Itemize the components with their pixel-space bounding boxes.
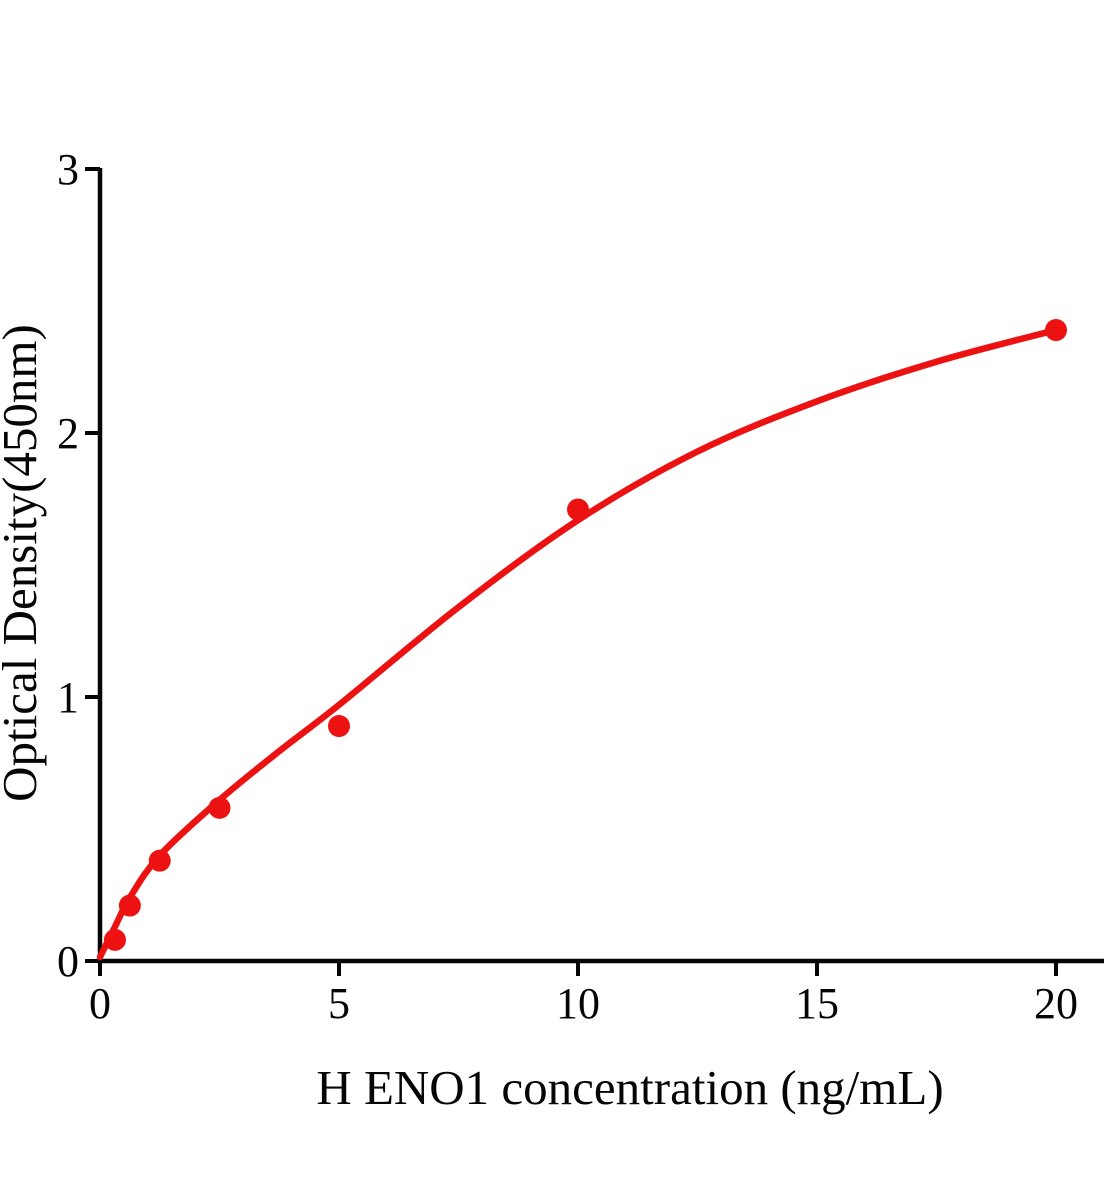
data-point xyxy=(148,849,171,872)
chart-plot-area: 0 5 10 15 20 0 1 2 3 xyxy=(57,145,1104,1028)
data-point xyxy=(118,894,141,917)
fit-curve-line xyxy=(96,326,1060,961)
x-axis-title: H ENO1 concentration (ng/mL) xyxy=(316,1060,943,1115)
y-tick-label: 2 xyxy=(57,409,79,458)
x-tick-label: 0 xyxy=(89,979,111,1028)
data-point xyxy=(1045,319,1067,342)
x-tick-label: 15 xyxy=(795,979,839,1028)
y-axis-title: Optical Density(450nm) xyxy=(0,324,47,802)
data-point xyxy=(103,928,126,951)
x-tick-label: 10 xyxy=(556,979,600,1028)
x-tick-label: 20 xyxy=(1034,979,1078,1028)
y-tick-label: 0 xyxy=(57,937,79,986)
data-point xyxy=(567,498,589,521)
data-point xyxy=(208,796,231,819)
y-tick-label: 3 xyxy=(57,145,79,194)
data-point xyxy=(328,715,350,738)
x-tick-label: 5 xyxy=(328,979,350,1028)
y-tick-label: 1 xyxy=(57,673,79,722)
